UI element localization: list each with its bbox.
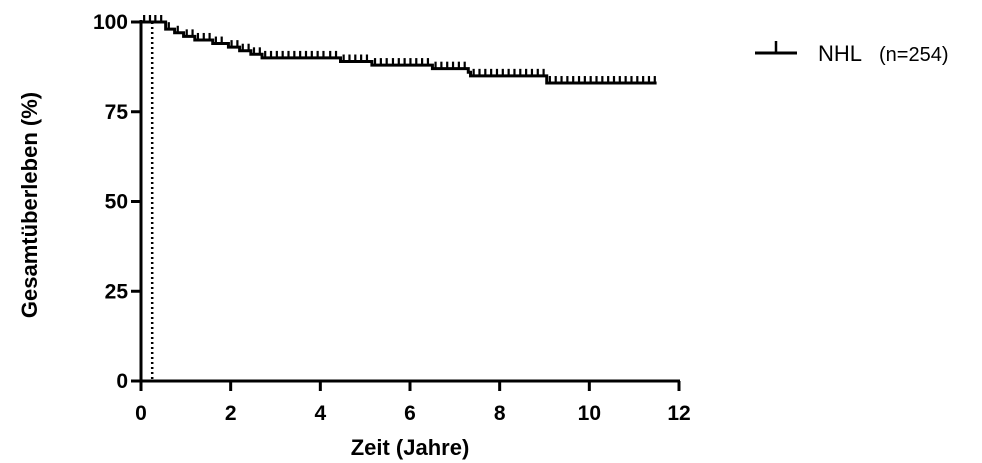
legend: NHL (n=254): [755, 41, 949, 66]
x-tick-label: 10: [578, 402, 601, 425]
y-axis-title: Gesamtüberleben (%): [17, 92, 42, 318]
y-tick-label: 0: [116, 370, 128, 393]
x-axis-title: Zeit (Jahre): [351, 435, 470, 460]
x-tick-label: 0: [135, 402, 147, 425]
x-tick-label: 4: [314, 402, 326, 425]
x-tick-labels: 0 2 4 6 8 10 12: [135, 402, 691, 425]
y-tick-label: 100: [93, 11, 128, 34]
axes: [131, 20, 681, 391]
y-tick-label: 25: [105, 280, 129, 303]
censor-marks: [143, 15, 656, 84]
survival-curve-nhl: [141, 20, 657, 85]
x-tick-label: 2: [225, 402, 237, 425]
y-tick-label: 50: [105, 191, 128, 214]
legend-series-name: NHL: [818, 41, 862, 66]
x-tick-label: 8: [494, 402, 506, 425]
y-tick-labels: 0 25 50 75 100: [93, 11, 128, 393]
plot-area: [141, 15, 657, 381]
x-tick-label: 12: [667, 402, 690, 425]
legend-series-n: (n=254): [879, 44, 949, 66]
y-tick-label: 75: [105, 101, 129, 124]
x-tick-label: 6: [404, 402, 416, 425]
